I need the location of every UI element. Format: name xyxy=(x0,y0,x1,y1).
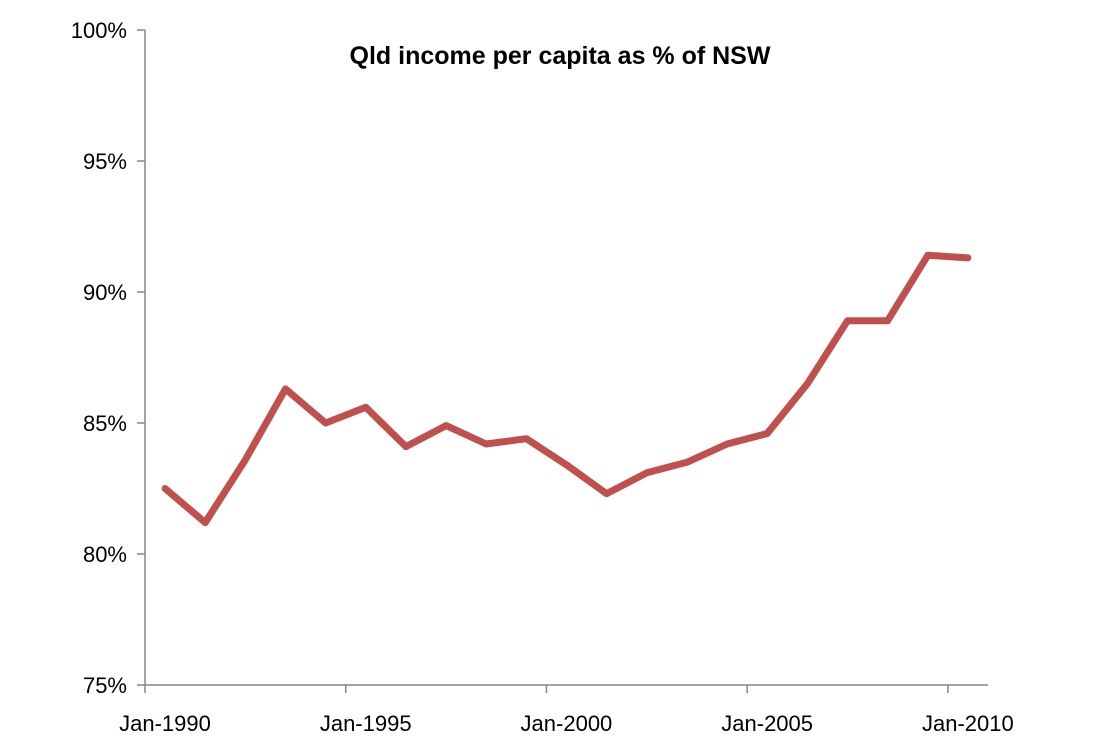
x-tick-label: Jan-2005 xyxy=(721,711,813,736)
y-tick-label: 85% xyxy=(83,411,127,436)
y-tick-label: 100% xyxy=(71,18,127,43)
y-tick-label: 75% xyxy=(83,673,127,698)
y-tick-label: 95% xyxy=(83,149,127,174)
chart-title: Qld income per capita as % of NSW xyxy=(350,42,771,70)
y-tick-label: 90% xyxy=(83,280,127,305)
x-tick-label: Jan-1995 xyxy=(320,711,412,736)
x-tick-label: Jan-1990 xyxy=(119,711,211,736)
series-layer xyxy=(161,251,972,527)
series-line xyxy=(161,251,972,527)
x-axis: Jan-1990 Jan-1995 Jan-2000 Jan-2005 Jan-2010 xyxy=(119,684,1014,736)
y-tick-label: 80% xyxy=(83,542,127,567)
x-tick-label: Jan-2000 xyxy=(521,711,613,736)
x-tick-label: Jan-2010 xyxy=(922,711,1014,736)
y-axis: 75% 80% 85% 90% 95% 100% xyxy=(71,18,146,698)
